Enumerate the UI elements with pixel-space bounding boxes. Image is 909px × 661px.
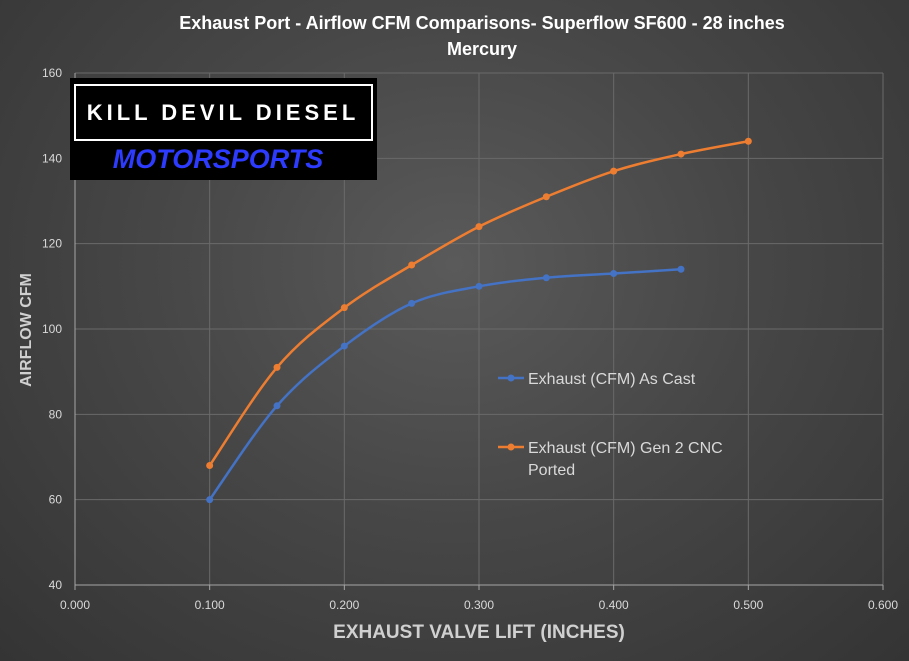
y-axis-title: AIRFLOW CFM [18,273,35,387]
legend-label-as-cast: Exhaust (CFM) As Cast [528,371,696,388]
data-point-as-cast [542,274,550,282]
legend: Exhaust (CFM) As Cast Exhaust (CFM) Gen … [498,371,723,479]
x-tick-label: 0.000 [60,598,90,612]
chart-title-line1: Exhaust Port - Airflow CFM Comparisons- … [179,13,784,33]
legend-marker-as-cast [507,374,515,382]
logo-background [70,78,377,180]
legend-label-cnc-ported-line1: Exhaust (CFM) Gen 2 CNC [528,440,723,457]
data-point-cnc-ported [475,223,483,231]
data-point-cnc-ported [610,167,618,175]
data-point-as-cast [273,402,281,410]
y-tick-label: 160 [42,66,62,80]
data-point-cnc-ported [340,304,348,312]
data-point-cnc-ported [408,261,416,269]
legend-label-cnc-ported-line2: Ported [528,462,575,479]
data-point-as-cast [206,496,214,504]
legend-marker-cnc-ported [507,443,515,451]
x-tick-label: 0.600 [868,598,898,612]
x-tick-label: 0.200 [329,598,359,612]
x-axis-title: EXHAUST VALVE LIFT (INCHES) [333,622,625,643]
gridlines [75,72,884,585]
y-tick-label: 140 [42,151,62,165]
data-point-as-cast [340,342,348,350]
y-tick-label: 80 [49,407,63,421]
legend-item-as-cast: Exhaust (CFM) As Cast [498,371,696,388]
data-point-as-cast [677,265,685,273]
data-point-as-cast [408,299,416,307]
data-point-as-cast [475,282,483,290]
y-tick-label: 60 [49,493,63,507]
data-point-cnc-ported [677,150,685,158]
logo-line1: KILL DEVIL DIESEL [87,100,360,125]
data-point-cnc-ported [744,137,752,145]
x-tick-label: 0.100 [195,598,225,612]
data-point-as-cast [610,270,618,278]
data-point-cnc-ported [206,462,214,470]
y-tick-label: 40 [49,578,63,592]
tick-labels: 40 60 80 100 120 140 160 0.000 0.100 0.200 0.300 0.… [42,66,898,612]
logo-line2: MOTORSPORTS [113,144,324,174]
data-point-cnc-ported [273,363,281,371]
series-line-cnc-ported [208,140,749,467]
x-tick-label: 0.500 [733,598,763,612]
logo-border [74,84,373,141]
y-tick-label: 120 [42,237,62,251]
series-lines [206,137,752,504]
x-tick-label: 0.400 [599,598,629,612]
y-tick-label: 100 [42,322,62,336]
x-tick-label: 0.300 [464,598,494,612]
legend-item-cnc-ported: Exhaust (CFM) Gen 2 CNC Ported [498,440,723,479]
chart-title-line2: Mercury [447,39,517,59]
data-point-cnc-ported [542,193,550,201]
kill-devil-diesel-logo: KILL DEVIL DIESEL MOTORSPORTS [70,78,377,180]
